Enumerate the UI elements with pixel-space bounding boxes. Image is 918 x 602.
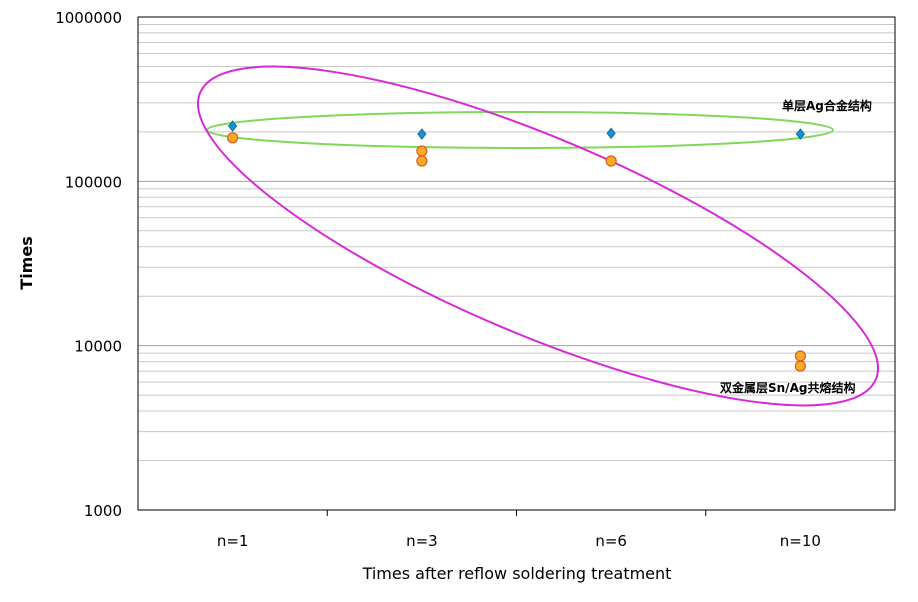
diamond-point bbox=[227, 120, 238, 132]
y-axis-label: Times bbox=[17, 236, 36, 289]
diamond-point bbox=[795, 128, 806, 140]
circle-point bbox=[416, 145, 428, 157]
annotation-bimetal: 双金属层Sn/Ag共熔结构 bbox=[720, 380, 855, 395]
y-tick-label: 100000 bbox=[65, 173, 122, 191]
x-tick-label: n=10 bbox=[780, 532, 821, 550]
circle-point bbox=[416, 155, 428, 167]
circle-point bbox=[794, 360, 806, 372]
x-tick-label: n=6 bbox=[595, 532, 627, 550]
x-tick-label: n=1 bbox=[217, 532, 249, 550]
x-axis: n=1 n=3 n=6 n=10 bbox=[217, 510, 821, 550]
x-axis-label: Times after reflow soldering treatment bbox=[362, 564, 672, 583]
circle-point bbox=[227, 132, 239, 144]
y-tick-label: 1000000 bbox=[55, 9, 122, 27]
circle-point bbox=[794, 350, 806, 362]
diamond-point bbox=[606, 127, 616, 140]
y-tick-label: 10000 bbox=[74, 338, 122, 356]
annotation-ellipse-single-layer bbox=[206, 111, 834, 149]
plot-area-border bbox=[137, 16, 896, 511]
diamond-point bbox=[417, 128, 427, 140]
y-axis: 1000 10000 100000 1000000 bbox=[55, 9, 122, 520]
x-tick-label: n=3 bbox=[406, 532, 438, 550]
y-tick-label: 1000 bbox=[84, 502, 122, 520]
annotation-ellipse-bimetal bbox=[197, 65, 879, 407]
data-points bbox=[227, 120, 806, 372]
circle-point bbox=[605, 155, 617, 167]
annotation-single-layer: 单层Ag合金结构 bbox=[782, 98, 872, 113]
grid-lines bbox=[138, 24, 895, 511]
